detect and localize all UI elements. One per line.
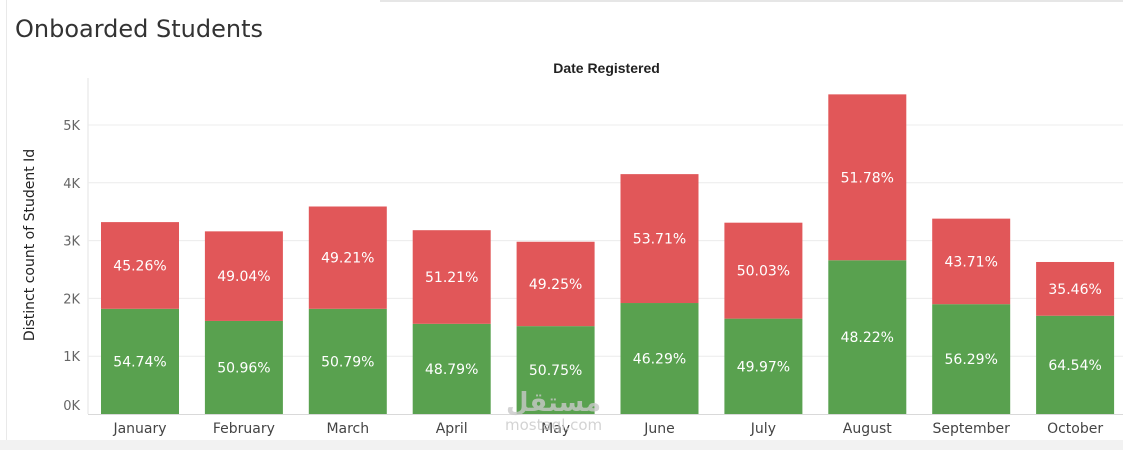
bar-segment [828,260,907,414]
bar-data-label: 50.75% [529,363,582,379]
y-tick-label: 1K [63,350,80,365]
x-tick-label: July [750,421,776,437]
y-tick-label: 3K [63,235,80,250]
bar-segment [724,318,803,414]
bar-segment [932,304,1011,414]
bar-data-label: 53.71% [633,232,686,248]
bar-data-label: 45.26% [113,258,166,274]
bar-data-label: 49.21% [321,251,374,267]
x-tick-label: May [541,421,570,437]
bar-segment [932,218,1011,305]
bar-data-label: 56.29% [945,352,998,368]
bar-data-label: 50.03% [737,264,790,280]
bar-segment [204,231,283,321]
bar-segment [412,323,491,414]
x-tick-label: March [326,421,369,437]
x-tick-label: April [436,421,468,437]
y-tick-label: 4K [63,177,80,192]
bar-data-label: 54.74% [113,354,166,370]
bar-segment [1036,261,1115,316]
bar-data-label: 51.21% [425,270,478,286]
bar-data-label: 49.25% [529,277,582,293]
bar-data-label: 50.96% [217,360,270,376]
bar-data-label: 43.71% [945,254,998,270]
bar-data-label: 46.29% [633,352,686,368]
y-tick-label: 0K [63,399,80,414]
bar-data-label: 49.97% [737,359,790,375]
bar-data-label: 35.46% [1048,282,1101,298]
bar-segment [308,308,387,414]
bar-data-label: 50.79% [321,354,374,370]
bar-segment [308,206,387,309]
bar-data-label: 48.79% [425,362,478,378]
bar-segment [516,241,595,327]
x-tick-label: August [843,421,893,437]
bar-segment [620,303,699,414]
x-tick-label: June [643,421,675,437]
x-tick-label: October [1047,421,1103,437]
bar-segment [412,230,491,324]
bar-data-label: 48.22% [841,330,894,346]
frame-left-line [6,0,7,450]
x-tick-label: September [933,421,1011,437]
bar-segment [101,222,179,309]
bar-segment [620,174,699,304]
y-tick-label: 5K [63,119,80,134]
frame-bottom-band [0,440,1123,450]
bar-data-label: 51.78% [841,170,894,186]
bar-data-label: 49.04% [217,269,270,285]
x-tick-label: February [213,421,275,437]
y-tick-label: 2K [63,292,80,307]
bar-segment [1036,315,1115,414]
x-tick-label: January [112,421,166,437]
bar-segment [516,326,595,414]
bar-segment [828,94,907,261]
chart-header: Date Registered [553,60,660,76]
bar-segment [101,308,179,414]
bar-data-label: 64.54% [1048,358,1101,374]
bar-segment [724,222,803,319]
bar-segment [204,320,283,414]
dashboard-title: Onboarded Students [15,15,264,43]
frame-top-line [380,0,1123,2]
